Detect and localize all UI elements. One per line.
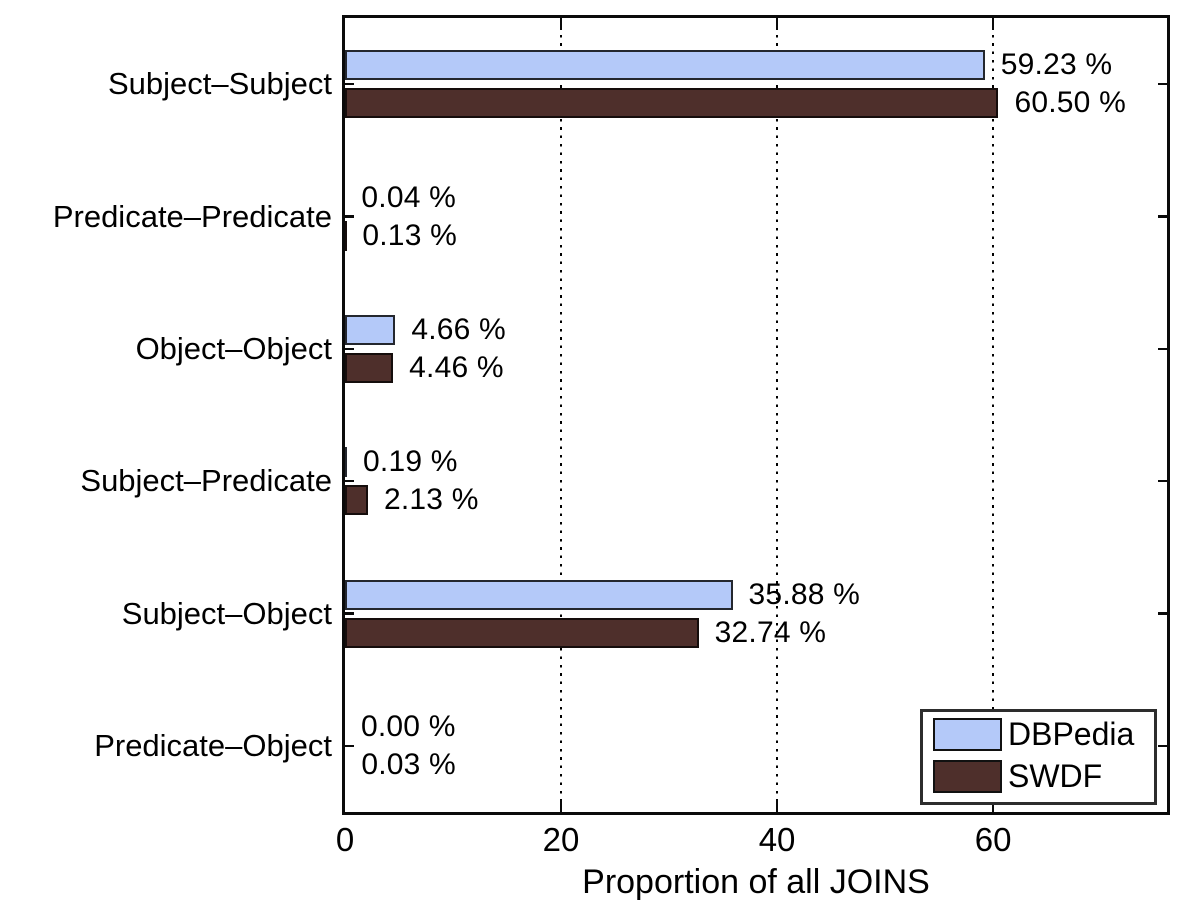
bar-swdf	[345, 220, 347, 251]
category-label: Predicate–Object	[94, 727, 332, 763]
x-tick-top-60	[991, 18, 995, 30]
x-tick-bottom-60	[991, 800, 995, 812]
bar-swdf	[345, 352, 394, 383]
value-label: 0.13 %	[362, 218, 457, 252]
value-label: 0.00 %	[361, 709, 456, 743]
bar-dbpedia	[345, 314, 396, 345]
x-tick-top-20	[559, 18, 563, 30]
gridline-x20	[560, 18, 563, 812]
plot-area: 59.23 % 0.04 % 4.66 % 0.19 % 35.88 % 0.00 % 60…	[342, 15, 1170, 815]
bar-swdf	[345, 485, 368, 516]
y-tick-right	[1158, 82, 1167, 86]
x-tick-bottom-40	[775, 800, 779, 812]
bar-swdf	[345, 617, 699, 648]
legend-label-dbpedia: DBPedia	[1008, 716, 1135, 752]
value-label: 0.03 %	[361, 747, 456, 781]
category-label: Subject–Subject	[107, 66, 332, 102]
x-tick-top-40	[775, 18, 779, 30]
x-tick-label-0: 0	[335, 821, 355, 858]
value-label: 2.13 %	[384, 483, 479, 517]
gridline-x40	[776, 18, 779, 812]
category-label: Predicate–Predicate	[52, 198, 332, 234]
y-tick-left	[345, 215, 354, 218]
value-label: 4.46 %	[409, 350, 504, 384]
y-tick-right	[1158, 612, 1167, 615]
y-tick-right	[1158, 215, 1167, 218]
category-label: Object–Object	[135, 330, 332, 366]
bar-dbpedia	[345, 447, 348, 478]
bar-dbpedia	[345, 579, 733, 610]
bar-swdf	[345, 88, 999, 119]
gridline-x60	[992, 18, 995, 812]
x-tick-label-20: 20	[542, 821, 580, 858]
legend-swatch-swdf	[933, 760, 1002, 793]
x-tick-label-40: 40	[758, 821, 796, 858]
value-label: 32.74 %	[714, 615, 827, 649]
value-label: 0.04 %	[361, 180, 457, 214]
legend-swatch-dbpedia	[933, 718, 1002, 751]
y-tick-left	[345, 612, 354, 615]
legend-label-swdf: SWDF	[1008, 758, 1103, 794]
bar-dbpedia	[345, 50, 985, 81]
category-label: Subject–Object	[121, 595, 332, 631]
category-label: Subject–Predicate	[80, 463, 332, 499]
y-tick-left	[345, 744, 354, 748]
y-tick-right	[1158, 347, 1167, 351]
x-tick-label-60: 60	[974, 821, 1012, 858]
value-label: 35.88 %	[748, 577, 861, 611]
y-tick-left	[345, 347, 354, 351]
x-tick-bottom-20	[559, 800, 563, 812]
value-label: 0.19 %	[363, 445, 458, 479]
legend: DBPedia SWDF	[920, 709, 1157, 805]
value-label: 60.50 %	[1014, 86, 1126, 120]
value-label: 59.23 %	[1000, 48, 1113, 82]
y-tick-left	[345, 479, 354, 483]
y-tick-right	[1158, 744, 1167, 748]
y-tick-left	[345, 82, 354, 86]
x-axis-label: Proportion of all JOINS	[582, 863, 930, 901]
y-tick-right	[1158, 479, 1167, 483]
value-label: 4.66 %	[411, 312, 506, 346]
